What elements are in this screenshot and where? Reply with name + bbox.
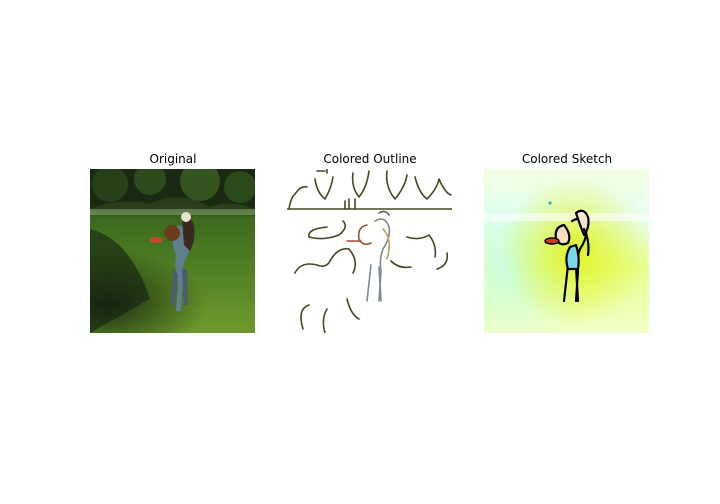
panel-title-colored-sketch: Colored Sketch xyxy=(521,152,613,166)
panel-title-colored-outline: Colored Outline xyxy=(323,152,417,166)
colored-outline-image xyxy=(287,169,452,333)
original-photo xyxy=(90,169,255,333)
colored-sketch-image xyxy=(484,169,649,333)
panel-title-original: Original xyxy=(149,152,197,166)
